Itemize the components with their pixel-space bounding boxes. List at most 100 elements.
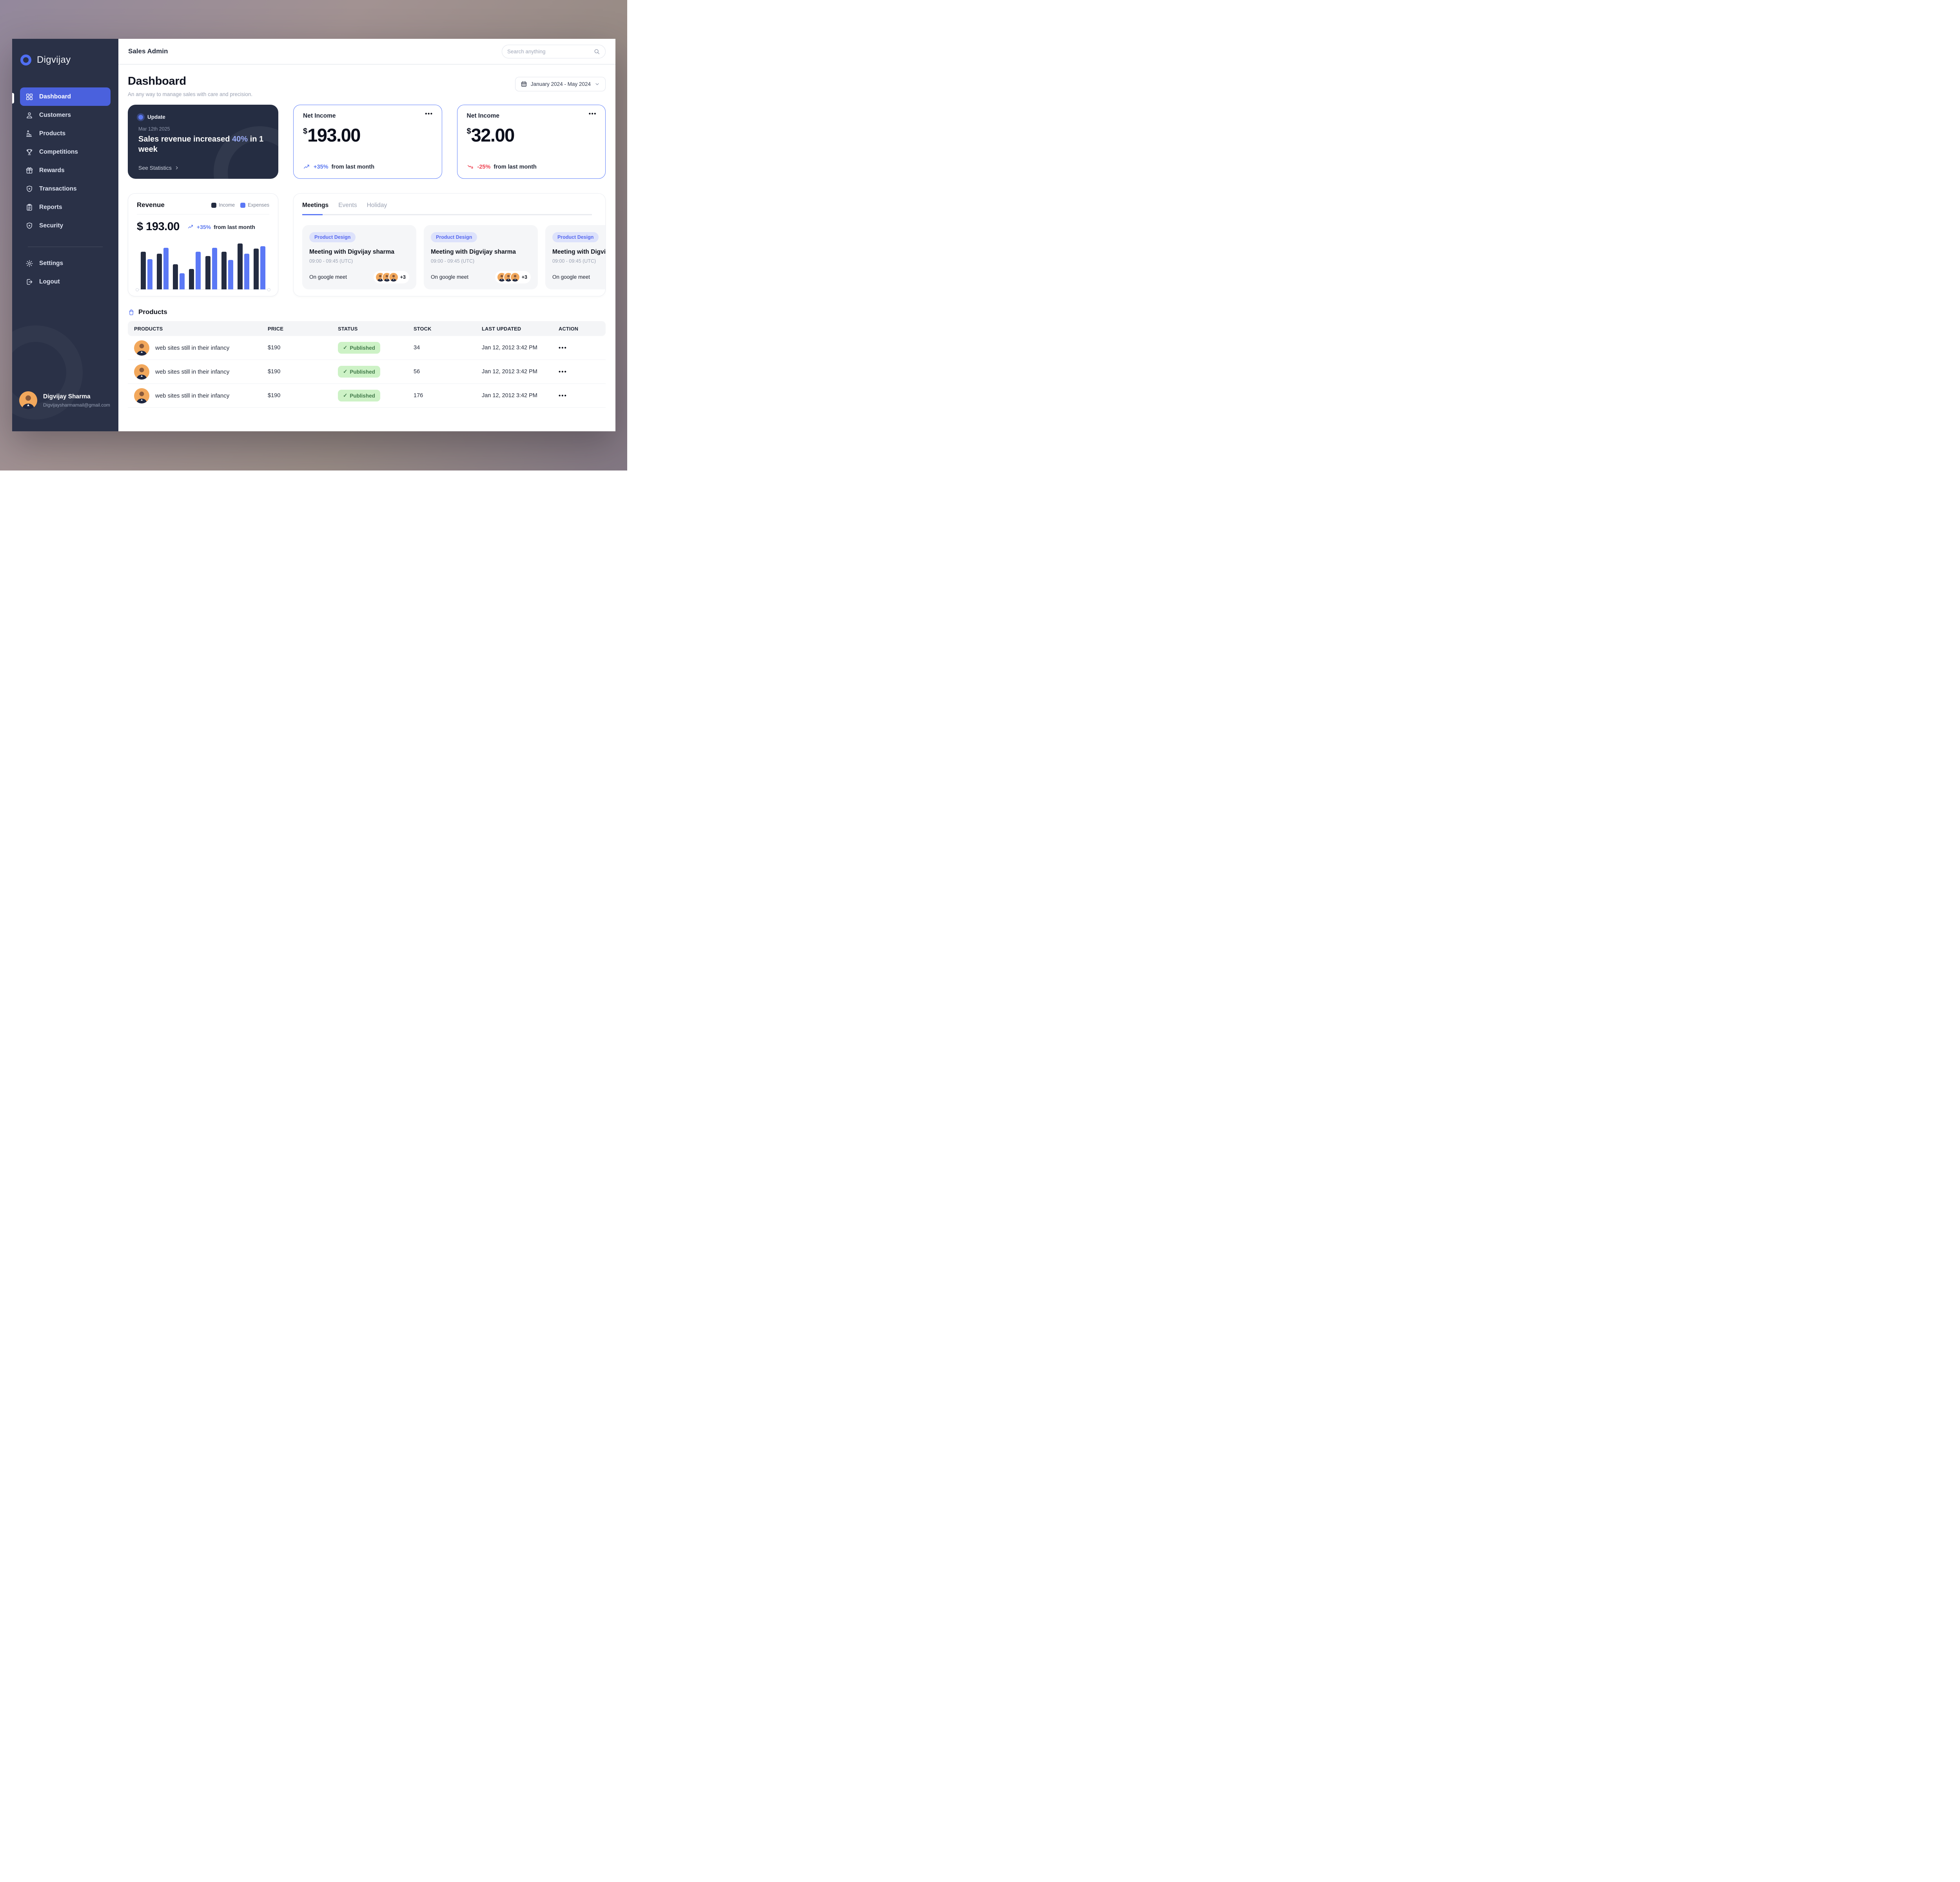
income-bar (141, 252, 146, 290)
expenses-bar (260, 246, 265, 290)
income-bar (221, 252, 227, 290)
meeting-location: On google meet (431, 274, 469, 280)
user-profile[interactable]: Digvijay Sharma Digvijaysharmamail@gmail… (19, 391, 110, 409)
meeting-cards: Product Design Meeting with Digvijay sha… (302, 225, 605, 289)
sidebar-item-customers[interactable]: Customers (20, 106, 111, 124)
income-bar (173, 264, 178, 290)
chevron-down-icon (594, 81, 600, 87)
topbar: Sales Admin (118, 39, 615, 65)
expenses-bar (244, 254, 249, 290)
update-card: Update Mar 12th 2025 Sales revenue incre… (128, 105, 278, 179)
amount-value: 193.00 (307, 125, 361, 145)
revenue-amount-row: $ 193.00 +35% from last month (137, 220, 269, 233)
product-last-updated: Jan 12, 2012 3:42 PM (482, 392, 537, 399)
search-box[interactable] (502, 44, 606, 58)
desktop-background: Digvijay Dashboard Customers Products (0, 0, 627, 470)
meetings-panel: Meetings Events Holiday Product Design M… (293, 193, 606, 296)
attendees-group: +3 (495, 271, 531, 283)
tab-holiday[interactable]: Holiday (367, 202, 387, 209)
sidebar-item-logout[interactable]: Logout (20, 272, 111, 291)
sidebar-item-label: Customers (39, 111, 71, 118)
page-head: Dashboard An any way to manage sales wit… (128, 75, 606, 97)
sidebar-item-label: Reports (39, 203, 62, 211)
sidebar-item-security[interactable]: Security (20, 216, 111, 235)
row-actions-dots[interactable]: ••• (559, 344, 567, 351)
chart-legend: Income Expenses (211, 202, 269, 208)
bar-group (221, 252, 233, 290)
search-input[interactable] (507, 48, 593, 54)
page-title: Dashboard (128, 75, 186, 87)
tab-meetings[interactable]: Meetings (302, 202, 329, 209)
legend-label: Income (219, 202, 235, 208)
meeting-footer: On google meet +3 (309, 271, 409, 283)
see-statistics-link[interactable]: See Statistics (138, 165, 179, 171)
meeting-card[interactable]: Product Design Meeting with Digvijay sha… (545, 225, 605, 289)
delta-note: from last month (494, 163, 537, 170)
meeting-location: On google meet (309, 274, 347, 280)
revenue-header: Revenue Income Expenses (137, 201, 269, 209)
expenses-bar (212, 248, 217, 290)
date-range-select[interactable]: January 2024 - May 2024 (515, 77, 606, 91)
sidebar-item-label: Rewards (39, 167, 65, 174)
col-last-updated: LAST UPDATED (482, 325, 521, 332)
income-bar (205, 256, 211, 290)
check-icon: ✓ (343, 345, 348, 351)
product-avatar (134, 364, 149, 380)
date-range-value: January 2024 - May 2024 (530, 81, 591, 87)
table-row: web sites still in their infancy $190 ✓ P… (128, 384, 606, 408)
app-title: Sales Admin (128, 47, 168, 55)
sidebar-item-dashboard[interactable]: Dashboard (20, 87, 111, 106)
update-date: Mar 12th 2025 (138, 126, 170, 132)
expenses-swatch-icon (240, 202, 246, 208)
meeting-card[interactable]: Product Design Meeting with Digvijay sha… (302, 225, 416, 289)
product-avatar (134, 340, 149, 356)
delta-value: -25% (477, 163, 491, 170)
amount: $ 32.00 (467, 126, 596, 144)
table-row: web sites still in their infancy $190 ✓ P… (128, 336, 606, 360)
meeting-card[interactable]: Product Design Meeting with Digvijay sha… (424, 225, 538, 289)
brand-logo-icon (20, 54, 31, 65)
sidebar-item-reports[interactable]: Reports (20, 198, 111, 216)
sidebar-item-products[interactable]: Products (20, 124, 111, 143)
calendar-icon (521, 81, 527, 87)
status-badge: ✓ Published (338, 390, 380, 401)
revenue-title: Revenue (137, 201, 165, 209)
card-menu-dots[interactable]: ••• (425, 111, 433, 117)
expenses-bar (147, 259, 152, 290)
card-menu-dots[interactable]: ••• (588, 111, 597, 117)
sidebar-item-competitions[interactable]: Competitions (20, 143, 111, 161)
trend-up-icon (187, 223, 194, 230)
trophy-icon (25, 148, 33, 156)
revenue-chart-bars (136, 239, 270, 291)
sidebar-item-label: Settings (39, 260, 64, 267)
logout-icon (25, 278, 33, 286)
amount: $ 193.00 (303, 126, 432, 144)
sidebar-item-transactions[interactable]: Transactions (20, 180, 111, 198)
meeting-footer: On google meet +3 (552, 271, 605, 283)
sidebar-item-rewards[interactable]: Rewards (20, 161, 111, 180)
meeting-title: Meeting with Digvijay sharma (431, 248, 516, 255)
net-income-card-1: Net Income ••• $ 193.00 +35% from last m… (293, 105, 442, 179)
income-bar (237, 243, 243, 290)
product-name: web sites still in their infancy (155, 344, 230, 351)
row-actions-dots[interactable]: ••• (559, 368, 567, 375)
tab-events[interactable]: Events (338, 202, 357, 209)
legend-label: Expenses (248, 202, 269, 208)
col-stock: STOCK (414, 325, 432, 332)
expenses-bar (163, 248, 169, 290)
product-stock: 56 (414, 369, 420, 375)
product-stock: 176 (414, 392, 423, 399)
income-swatch-icon (211, 202, 217, 208)
sidebar-item-settings[interactable]: Settings (20, 254, 111, 272)
row-actions-dots[interactable]: ••• (559, 392, 567, 399)
podium-icon (25, 130, 33, 138)
bar-group (141, 252, 152, 290)
app-window: Digvijay Dashboard Customers Products (12, 39, 615, 431)
sidebar-item-label: Products (39, 130, 66, 137)
trend-row: +35% from last month (303, 163, 432, 171)
col-status: STATUS (338, 325, 358, 332)
expenses-bar (196, 252, 201, 290)
legend-income: Income (211, 202, 235, 208)
attendee-avatar (388, 272, 399, 282)
trend-up-icon (303, 163, 310, 171)
